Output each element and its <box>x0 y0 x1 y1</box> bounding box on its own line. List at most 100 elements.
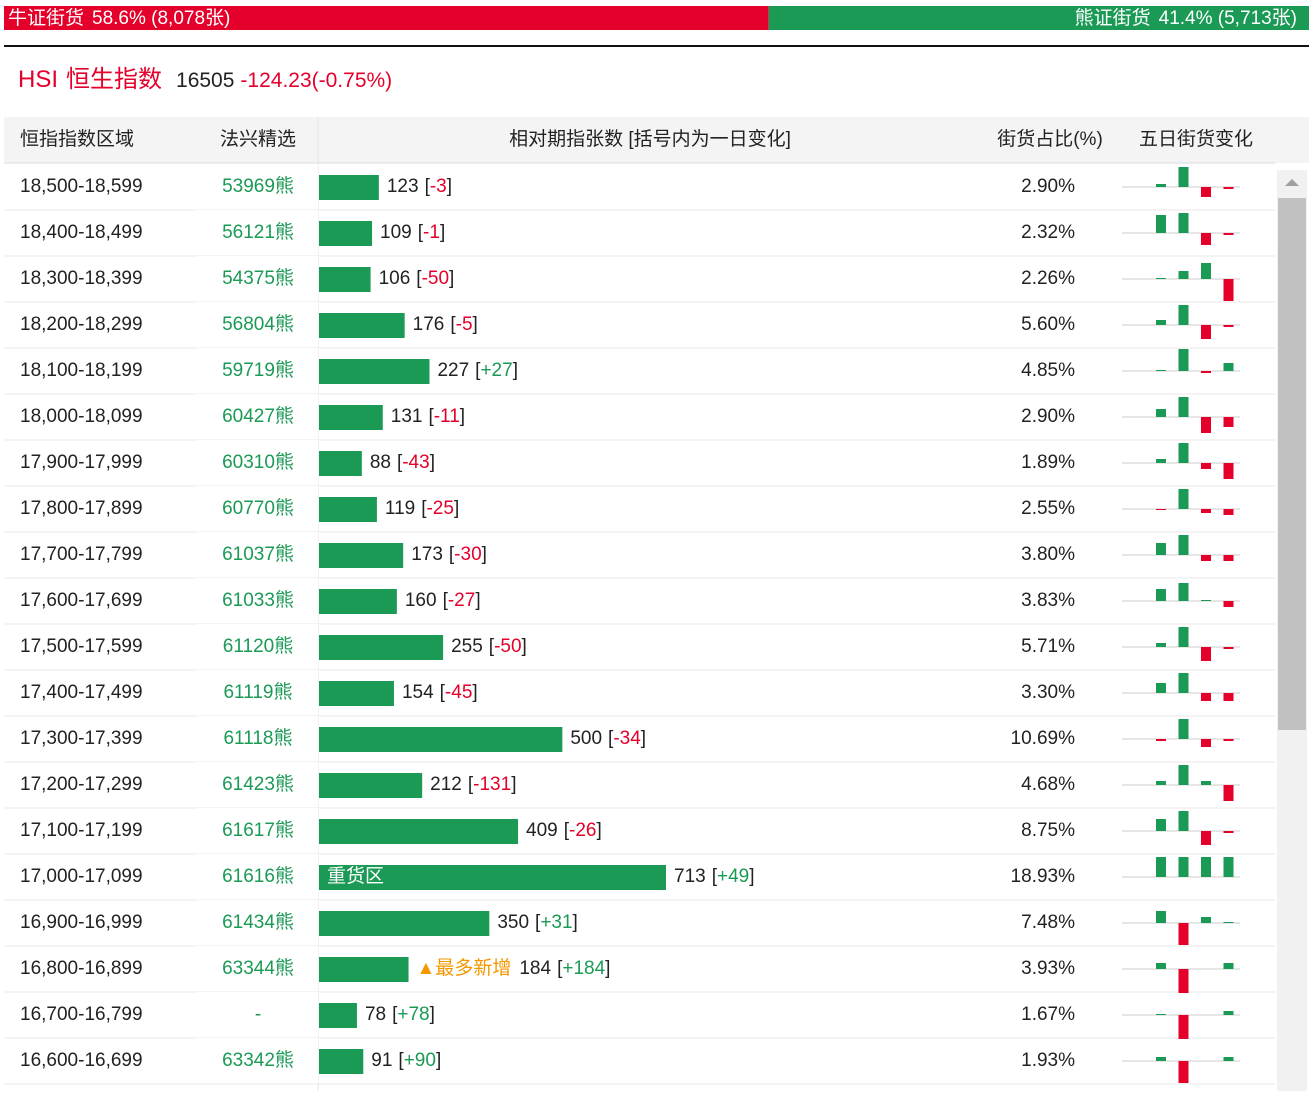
change: -3 <box>430 176 447 197</box>
mini-bar <box>1178 969 1189 993</box>
mini-bar <box>1178 765 1189 785</box>
range: 17,800-17,899 <box>20 498 143 519</box>
share: 1.93% <box>1021 1050 1075 1071</box>
pick: 61120熊 <box>223 635 293 657</box>
pick: 61037熊 <box>222 543 294 565</box>
mini-bar <box>1223 555 1234 561</box>
mini-bar <box>1156 370 1166 371</box>
mini-bar <box>1201 857 1211 877</box>
mini-bar <box>1201 647 1211 661</box>
pick-cell-bg <box>197 992 318 1038</box>
count: 184 <box>519 958 551 979</box>
count-text: 255 [-50] <box>451 636 527 657</box>
count: 119 <box>385 498 415 519</box>
share: 2.55% <box>1021 498 1075 519</box>
count-text: 123 [-3] <box>387 176 452 197</box>
scroll-up[interactable] <box>1285 179 1299 186</box>
bracket: ] <box>513 360 518 381</box>
share: 2.90% <box>1021 176 1075 197</box>
bracket: [ <box>468 774 474 795</box>
bracket: ] <box>641 728 646 749</box>
bull-name: 牛证街货 <box>8 7 84 29</box>
pick-cell-bg <box>197 394 318 440</box>
count-bar <box>319 451 362 476</box>
count-text: 160 [-27] <box>405 590 481 611</box>
mini-bar <box>1201 233 1211 245</box>
pick: 63344熊 <box>222 957 294 979</box>
bracket: [ <box>421 498 427 519</box>
count-bar <box>319 267 371 292</box>
bracket: [ <box>416 268 422 289</box>
count-bar <box>319 497 377 522</box>
index-header: HSI 恒生指数 16505 -124.23(-0.75%) <box>18 66 392 93</box>
change: -30 <box>454 544 481 565</box>
mini-bar <box>1178 627 1189 647</box>
pick: 61033熊 <box>222 589 294 611</box>
mini-bar <box>1178 923 1189 945</box>
mini-bar <box>1201 831 1211 845</box>
mini-bar <box>1178 535 1189 555</box>
range: 17,300-17,399 <box>20 728 143 749</box>
count-bar <box>319 957 409 982</box>
mini-bar <box>1201 917 1211 923</box>
count-bar <box>319 589 397 614</box>
range: 17,200-17,299 <box>20 774 143 795</box>
count: 123 <box>387 176 419 197</box>
count-text: 176 [-5] <box>413 314 478 335</box>
mini-bar <box>1178 1061 1189 1083</box>
bracket: [ <box>608 728 614 749</box>
count-bar <box>319 405 383 430</box>
change: -26 <box>569 820 596 841</box>
change: +184 <box>562 958 605 979</box>
mini-bar <box>1178 349 1189 371</box>
bracket: ] <box>440 222 445 243</box>
pick: 61118熊 <box>223 727 292 749</box>
pick-cell-bg <box>197 946 318 992</box>
pick-cell-bg <box>197 716 318 762</box>
mini-bar <box>1156 320 1166 325</box>
count-bar <box>319 865 666 890</box>
mini-bar <box>1156 819 1166 831</box>
mini-bar <box>1223 233 1234 235</box>
count: 88 <box>370 452 391 473</box>
count-text: 173 [-30] <box>411 544 487 565</box>
note: ▲最多新增 <box>417 957 512 979</box>
share: 5.60% <box>1021 314 1075 335</box>
pick-cell-bg <box>197 762 318 808</box>
change: +90 <box>404 1050 436 1071</box>
change: +78 <box>397 1004 429 1025</box>
mini-bar <box>1223 693 1234 701</box>
pick: 54375熊 <box>222 267 294 289</box>
mini-bar <box>1178 1015 1189 1039</box>
count-bar <box>319 543 404 568</box>
pick-cell-bg <box>197 256 318 302</box>
count: 154 <box>402 682 434 703</box>
share: 8.75% <box>1021 820 1075 841</box>
count-text: 154 [-45] <box>402 682 478 703</box>
change: +49 <box>717 866 749 887</box>
pick: 56804熊 <box>222 313 294 335</box>
scroll-thumb[interactable] <box>1278 198 1306 730</box>
pick: 61617熊 <box>222 819 294 841</box>
count-text: 109 [-1] <box>380 222 445 243</box>
count: 109 <box>380 222 412 243</box>
pick: 60310熊 <box>222 451 294 473</box>
mini-bar <box>1201 693 1211 701</box>
count-bar <box>319 1049 364 1074</box>
mini-bar <box>1178 857 1189 877</box>
bracket: ] <box>430 1004 435 1025</box>
count-text: 409 [-26] <box>526 820 602 841</box>
pick-cell-bg <box>197 164 318 210</box>
count: 212 <box>430 774 462 795</box>
bracket: [ <box>564 820 570 841</box>
column-header: 法兴精选 <box>220 128 296 150</box>
range: 17,900-17,999 <box>20 452 143 473</box>
mini-bar <box>1156 409 1166 417</box>
mini-bar <box>1178 213 1189 233</box>
mini-bar <box>1223 963 1234 969</box>
share: 7.48% <box>1021 912 1075 933</box>
share: 10.69% <box>1011 728 1076 749</box>
bracket: ] <box>749 866 754 887</box>
bracket: ] <box>511 774 516 795</box>
change: -5 <box>456 314 473 335</box>
